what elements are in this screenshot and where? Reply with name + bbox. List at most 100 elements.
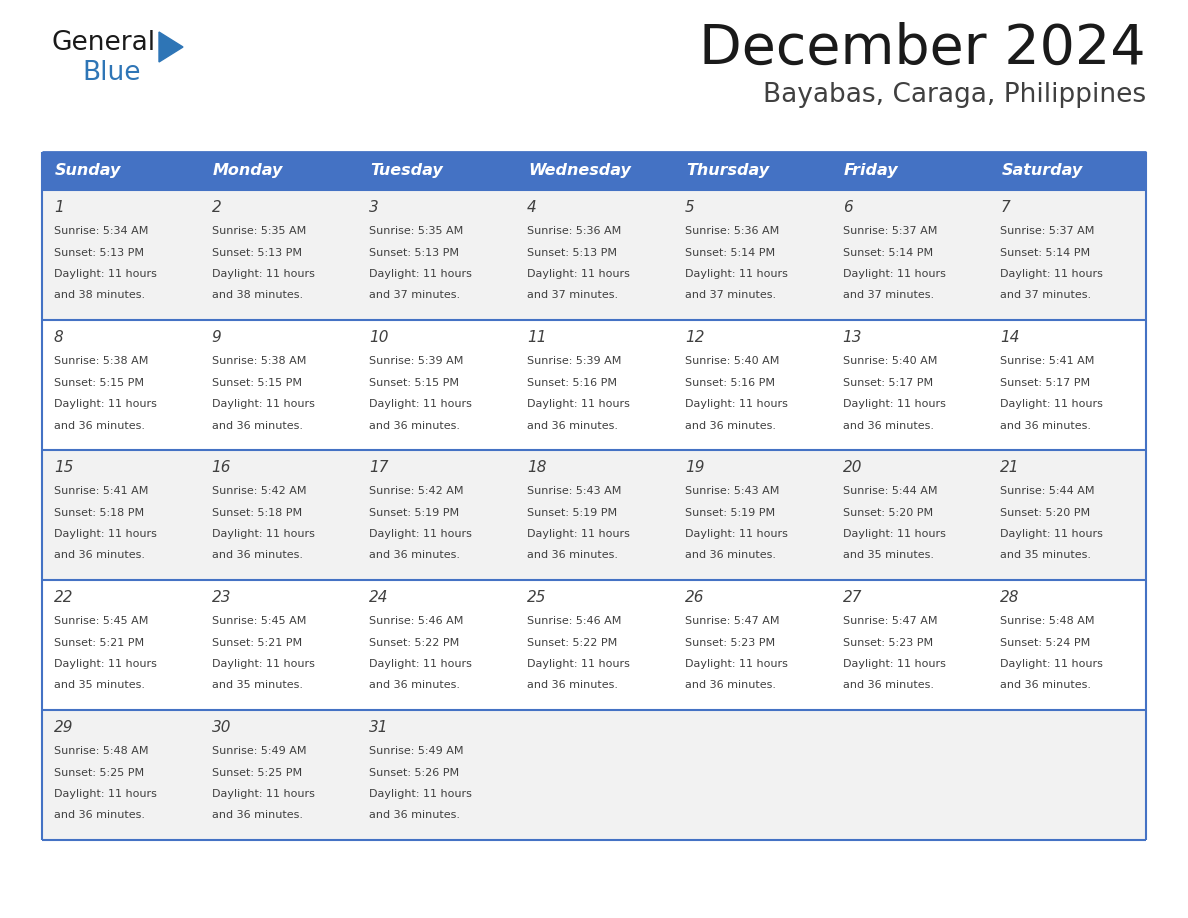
Text: Daylight: 11 hours: Daylight: 11 hours xyxy=(527,529,630,539)
Text: Sunday: Sunday xyxy=(55,163,121,178)
Text: Daylight: 11 hours: Daylight: 11 hours xyxy=(369,529,473,539)
Text: Daylight: 11 hours: Daylight: 11 hours xyxy=(211,269,315,279)
Text: Sunrise: 5:48 AM: Sunrise: 5:48 AM xyxy=(1000,616,1095,626)
Text: Sunset: 5:23 PM: Sunset: 5:23 PM xyxy=(842,637,933,647)
Text: Sunrise: 5:38 AM: Sunrise: 5:38 AM xyxy=(53,356,148,366)
Text: Sunset: 5:19 PM: Sunset: 5:19 PM xyxy=(684,508,775,518)
Text: Daylight: 11 hours: Daylight: 11 hours xyxy=(53,399,157,409)
Text: Sunset: 5:21 PM: Sunset: 5:21 PM xyxy=(211,637,302,647)
Text: Sunset: 5:23 PM: Sunset: 5:23 PM xyxy=(684,637,775,647)
Text: and 36 minutes.: and 36 minutes. xyxy=(211,811,303,821)
FancyBboxPatch shape xyxy=(42,152,1146,190)
Text: Daylight: 11 hours: Daylight: 11 hours xyxy=(369,399,473,409)
Text: 3: 3 xyxy=(369,200,379,215)
Text: and 37 minutes.: and 37 minutes. xyxy=(1000,290,1092,300)
Text: Sunrise: 5:36 AM: Sunrise: 5:36 AM xyxy=(527,226,621,236)
Text: Sunset: 5:21 PM: Sunset: 5:21 PM xyxy=(53,637,144,647)
Text: Thursday: Thursday xyxy=(685,163,769,178)
Text: and 35 minutes.: and 35 minutes. xyxy=(842,551,934,561)
Text: Sunrise: 5:43 AM: Sunrise: 5:43 AM xyxy=(684,486,779,496)
Text: Sunrise: 5:37 AM: Sunrise: 5:37 AM xyxy=(842,226,937,236)
Text: Sunrise: 5:35 AM: Sunrise: 5:35 AM xyxy=(211,226,307,236)
Text: Daylight: 11 hours: Daylight: 11 hours xyxy=(527,269,630,279)
Text: Sunset: 5:26 PM: Sunset: 5:26 PM xyxy=(369,767,460,778)
Text: General: General xyxy=(52,30,156,56)
Text: Sunrise: 5:36 AM: Sunrise: 5:36 AM xyxy=(684,226,779,236)
Text: 5: 5 xyxy=(684,200,695,215)
Text: Sunset: 5:19 PM: Sunset: 5:19 PM xyxy=(527,508,618,518)
Text: Saturday: Saturday xyxy=(1001,163,1082,178)
Text: and 36 minutes.: and 36 minutes. xyxy=(53,551,145,561)
Text: 17: 17 xyxy=(369,460,388,475)
Text: 13: 13 xyxy=(842,330,862,345)
Text: 15: 15 xyxy=(53,460,74,475)
Text: Sunrise: 5:47 AM: Sunrise: 5:47 AM xyxy=(842,616,937,626)
Text: Daylight: 11 hours: Daylight: 11 hours xyxy=(211,789,315,799)
Text: Sunset: 5:16 PM: Sunset: 5:16 PM xyxy=(684,377,775,387)
Text: and 36 minutes.: and 36 minutes. xyxy=(369,811,461,821)
Text: Daylight: 11 hours: Daylight: 11 hours xyxy=(211,659,315,669)
Text: Sunrise: 5:37 AM: Sunrise: 5:37 AM xyxy=(1000,226,1094,236)
Text: Daylight: 11 hours: Daylight: 11 hours xyxy=(842,399,946,409)
Text: 4: 4 xyxy=(527,200,537,215)
Text: Sunset: 5:25 PM: Sunset: 5:25 PM xyxy=(53,767,144,778)
Text: Sunrise: 5:35 AM: Sunrise: 5:35 AM xyxy=(369,226,463,236)
Text: 24: 24 xyxy=(369,590,388,605)
Text: Sunset: 5:13 PM: Sunset: 5:13 PM xyxy=(369,248,460,258)
Text: 25: 25 xyxy=(527,590,546,605)
Text: 1: 1 xyxy=(53,200,64,215)
Text: 31: 31 xyxy=(369,720,388,735)
Text: 30: 30 xyxy=(211,720,232,735)
Text: Daylight: 11 hours: Daylight: 11 hours xyxy=(53,789,157,799)
Text: 18: 18 xyxy=(527,460,546,475)
Text: Daylight: 11 hours: Daylight: 11 hours xyxy=(842,269,946,279)
Text: Daylight: 11 hours: Daylight: 11 hours xyxy=(53,269,157,279)
Text: Sunset: 5:13 PM: Sunset: 5:13 PM xyxy=(527,248,617,258)
Text: Sunrise: 5:44 AM: Sunrise: 5:44 AM xyxy=(1000,486,1095,496)
Text: Sunset: 5:19 PM: Sunset: 5:19 PM xyxy=(369,508,460,518)
Text: 20: 20 xyxy=(842,460,862,475)
FancyBboxPatch shape xyxy=(42,450,1146,580)
Text: Sunset: 5:20 PM: Sunset: 5:20 PM xyxy=(842,508,933,518)
Text: Friday: Friday xyxy=(843,163,898,178)
Text: 14: 14 xyxy=(1000,330,1019,345)
Text: Daylight: 11 hours: Daylight: 11 hours xyxy=(1000,399,1104,409)
Text: Sunset: 5:16 PM: Sunset: 5:16 PM xyxy=(527,377,617,387)
Text: Sunrise: 5:49 AM: Sunrise: 5:49 AM xyxy=(369,746,465,756)
Text: Sunset: 5:22 PM: Sunset: 5:22 PM xyxy=(527,637,618,647)
Text: Daylight: 11 hours: Daylight: 11 hours xyxy=(684,529,788,539)
Text: Daylight: 11 hours: Daylight: 11 hours xyxy=(211,399,315,409)
Text: Daylight: 11 hours: Daylight: 11 hours xyxy=(684,399,788,409)
Text: and 36 minutes.: and 36 minutes. xyxy=(527,420,618,431)
Text: Daylight: 11 hours: Daylight: 11 hours xyxy=(1000,659,1104,669)
Text: 10: 10 xyxy=(369,330,388,345)
Text: Sunset: 5:15 PM: Sunset: 5:15 PM xyxy=(369,377,460,387)
Text: Sunset: 5:25 PM: Sunset: 5:25 PM xyxy=(211,767,302,778)
Text: 12: 12 xyxy=(684,330,704,345)
Text: Sunrise: 5:46 AM: Sunrise: 5:46 AM xyxy=(369,616,463,626)
Text: Sunrise: 5:43 AM: Sunrise: 5:43 AM xyxy=(527,486,621,496)
Text: Daylight: 11 hours: Daylight: 11 hours xyxy=(369,789,473,799)
Text: Sunset: 5:17 PM: Sunset: 5:17 PM xyxy=(842,377,933,387)
Text: and 37 minutes.: and 37 minutes. xyxy=(527,290,618,300)
Text: Blue: Blue xyxy=(82,60,140,86)
Text: and 35 minutes.: and 35 minutes. xyxy=(1000,551,1092,561)
Text: and 36 minutes.: and 36 minutes. xyxy=(369,680,461,690)
FancyBboxPatch shape xyxy=(42,320,1146,450)
Text: Tuesday: Tuesday xyxy=(371,163,443,178)
Text: and 38 minutes.: and 38 minutes. xyxy=(53,290,145,300)
Text: 29: 29 xyxy=(53,720,74,735)
Text: Sunrise: 5:47 AM: Sunrise: 5:47 AM xyxy=(684,616,779,626)
Text: and 36 minutes.: and 36 minutes. xyxy=(1000,680,1092,690)
Text: and 36 minutes.: and 36 minutes. xyxy=(684,551,776,561)
Text: and 36 minutes.: and 36 minutes. xyxy=(684,420,776,431)
Text: Daylight: 11 hours: Daylight: 11 hours xyxy=(1000,529,1104,539)
Text: Sunset: 5:18 PM: Sunset: 5:18 PM xyxy=(211,508,302,518)
Text: Sunrise: 5:49 AM: Sunrise: 5:49 AM xyxy=(211,746,307,756)
Text: Sunrise: 5:48 AM: Sunrise: 5:48 AM xyxy=(53,746,148,756)
Text: Wednesday: Wednesday xyxy=(529,163,631,178)
Text: Sunset: 5:18 PM: Sunset: 5:18 PM xyxy=(53,508,144,518)
Text: Sunrise: 5:45 AM: Sunrise: 5:45 AM xyxy=(53,616,148,626)
Text: Sunset: 5:17 PM: Sunset: 5:17 PM xyxy=(1000,377,1091,387)
Text: Sunrise: 5:40 AM: Sunrise: 5:40 AM xyxy=(842,356,937,366)
